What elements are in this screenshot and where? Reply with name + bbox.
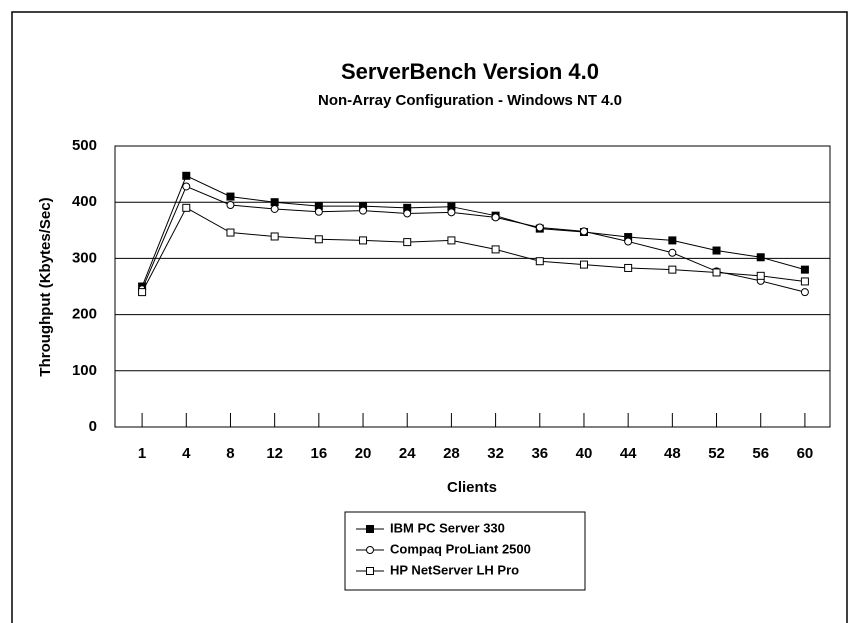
x-tick-label: 24 (399, 445, 416, 462)
marker (314, 235, 323, 244)
marker (182, 182, 191, 191)
x-tick-label: 40 (576, 445, 593, 462)
series-line (141, 207, 805, 293)
marker (138, 288, 147, 297)
series-line (141, 175, 806, 287)
plot-area (114, 145, 831, 428)
x-tick-label: 16 (311, 445, 328, 462)
marker (366, 546, 374, 554)
marker (226, 201, 235, 210)
legend-label: HP NetServer LH Pro (390, 562, 519, 577)
marker (314, 207, 323, 216)
y-tick-label: 300 (72, 249, 97, 266)
marker (668, 265, 677, 274)
marker (535, 257, 544, 266)
x-tick-label: 28 (443, 445, 460, 462)
marker (712, 268, 721, 277)
y-tick-label: 100 (72, 362, 97, 379)
legend-label: IBM PC Server 330 (390, 520, 505, 535)
marker (226, 192, 235, 201)
x-tick-label: 36 (531, 445, 548, 462)
chart-subtitle: Non-Array Configuration - Windows NT 4.0 (318, 92, 622, 109)
marker (624, 237, 633, 246)
marker (403, 238, 412, 247)
marker (712, 246, 721, 255)
x-tick-label: 56 (752, 445, 769, 462)
legend-label: Compaq ProLiant 2500 (390, 541, 531, 556)
chart-title: ServerBench Version 4.0 (341, 59, 599, 84)
x-axis-label: Clients (447, 479, 497, 496)
x-tick-label: 4 (182, 445, 191, 462)
marker (491, 245, 500, 254)
marker (403, 209, 412, 218)
y-axis-label: Throughput (Kbytes/Sec) (37, 197, 54, 376)
marker (270, 204, 279, 213)
marker (366, 525, 374, 533)
marker (800, 265, 809, 274)
x-tick-label: 48 (664, 445, 681, 462)
marker (800, 288, 809, 297)
y-tick-label: 400 (72, 193, 97, 210)
marker (182, 203, 191, 212)
y-tick-label: 200 (72, 306, 97, 323)
marker (359, 236, 368, 245)
series-line (141, 185, 806, 293)
marker (668, 236, 677, 245)
x-tick-label: 12 (266, 445, 283, 462)
x-tick-label: 20 (355, 445, 372, 462)
marker (447, 208, 456, 217)
marker (447, 236, 456, 245)
x-tick-label: 44 (620, 445, 637, 462)
marker (535, 223, 544, 232)
marker (800, 277, 809, 286)
x-tick-label: 8 (226, 445, 234, 462)
marker (366, 567, 374, 575)
y-tick-label: 0 (89, 418, 97, 435)
marker (491, 213, 500, 222)
marker (579, 260, 588, 269)
x-tick-label: 52 (708, 445, 725, 462)
marker (579, 227, 588, 236)
frame (11, 11, 848, 623)
x-tick-label: 1 (138, 445, 146, 462)
marker (182, 171, 191, 180)
x-tick-label: 32 (487, 445, 504, 462)
x-tick-label: 60 (797, 445, 814, 462)
marker (624, 263, 633, 272)
marker (270, 232, 279, 241)
legend (344, 511, 586, 591)
marker (226, 228, 235, 237)
y-tick-label: 500 (72, 137, 97, 154)
marker (668, 248, 677, 257)
marker (756, 253, 765, 262)
marker (270, 198, 279, 207)
marker (756, 271, 765, 280)
marker (359, 206, 368, 215)
